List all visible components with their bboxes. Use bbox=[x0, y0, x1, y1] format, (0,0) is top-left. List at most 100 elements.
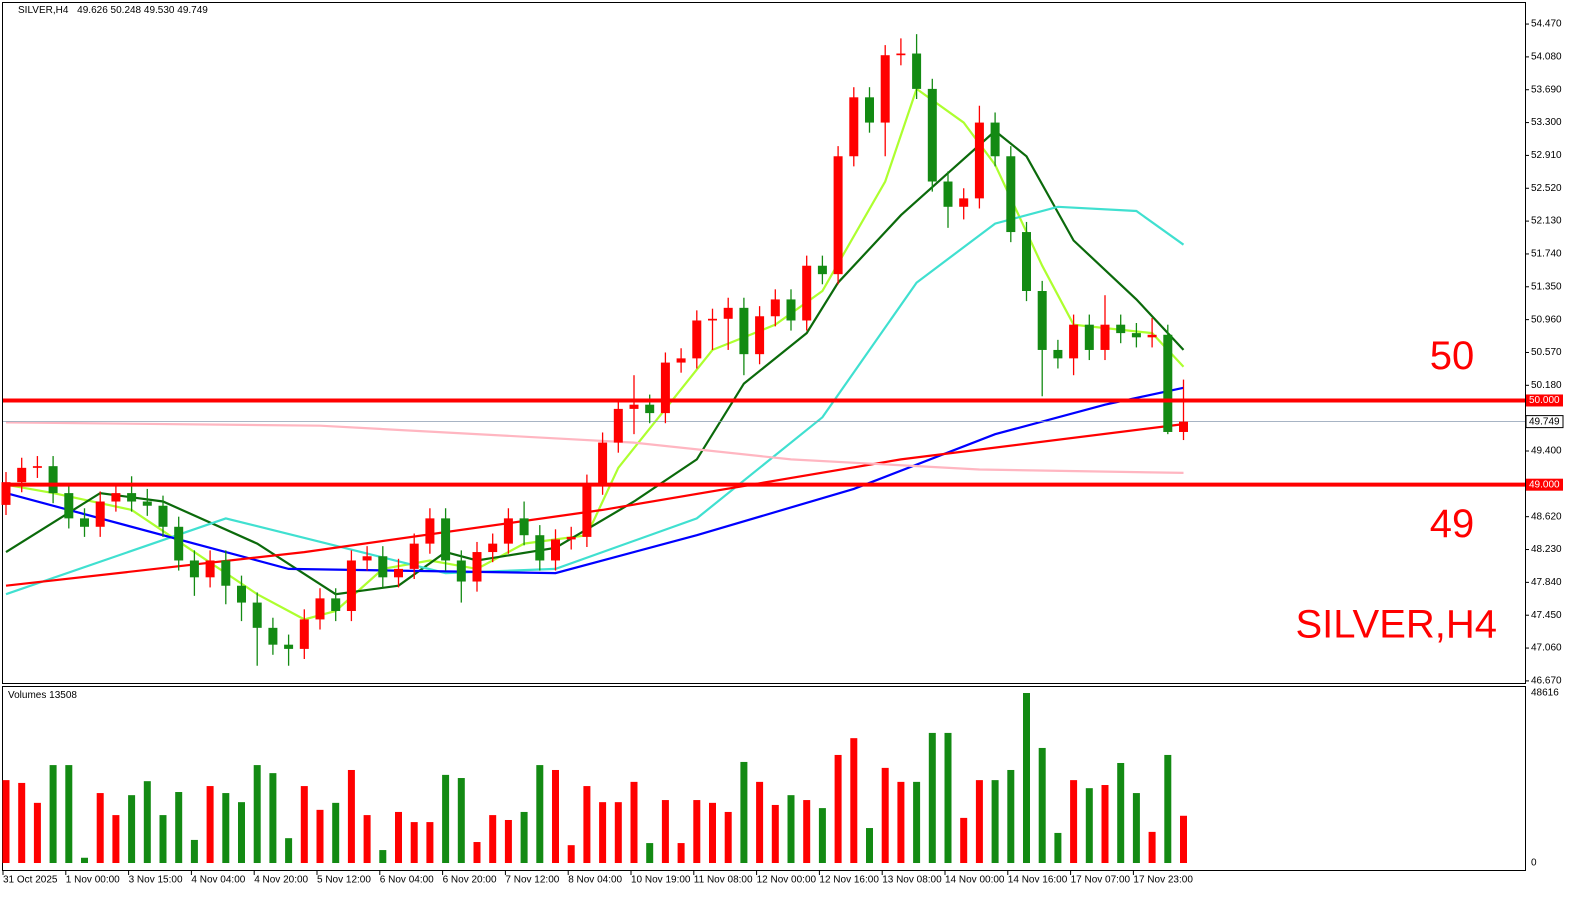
y-tick-label: 47.060 bbox=[1531, 643, 1562, 654]
volume-bar bbox=[614, 802, 622, 864]
x-tick-label: 5 Nov 12:00 bbox=[317, 875, 371, 886]
volume-bar bbox=[65, 765, 73, 864]
y-tick-label: 51.740 bbox=[1531, 249, 1562, 260]
volume-title: Volumes 13508 bbox=[8, 690, 77, 701]
candle-body bbox=[32, 466, 42, 468]
volume-bar bbox=[2, 780, 10, 864]
volume-bar bbox=[457, 778, 465, 864]
volume-bar bbox=[991, 780, 999, 864]
candle-body bbox=[425, 518, 435, 544]
candle-body bbox=[456, 560, 466, 582]
candle-body bbox=[943, 181, 953, 207]
candle-body bbox=[111, 493, 121, 502]
candle-body bbox=[535, 535, 545, 561]
volume-bar bbox=[1023, 692, 1030, 864]
volume-bar bbox=[661, 800, 669, 864]
candle-body bbox=[645, 404, 655, 414]
candle-body bbox=[268, 627, 278, 645]
volume-bar bbox=[316, 809, 324, 864]
x-tick-label: 6 Nov 04:00 bbox=[380, 875, 434, 886]
candle-body bbox=[676, 358, 686, 363]
candle-body bbox=[551, 539, 560, 561]
moving-average bbox=[5, 129, 1185, 596]
volume-panel bbox=[2, 686, 1526, 871]
volume-bar bbox=[960, 817, 968, 864]
volume-bar bbox=[897, 781, 905, 864]
volume-bar bbox=[1164, 754, 1172, 864]
candle-body bbox=[142, 501, 152, 506]
candle-body bbox=[17, 467, 27, 483]
volume-bar bbox=[159, 815, 167, 864]
candle-body bbox=[817, 265, 827, 275]
moving-average bbox=[5, 423, 1184, 587]
candle-body bbox=[488, 543, 498, 553]
x-tick-label: 4 Nov 20:00 bbox=[254, 875, 308, 886]
volume-bar bbox=[269, 773, 277, 864]
candle-body bbox=[786, 299, 796, 321]
candle-body bbox=[1, 482, 11, 505]
candle-body bbox=[503, 518, 513, 544]
candle-body bbox=[566, 536, 576, 540]
x-tick-label: 10 Nov 19:00 bbox=[631, 875, 691, 886]
x-tick-label: 6 Nov 20:00 bbox=[443, 875, 497, 886]
candle-body bbox=[723, 307, 733, 319]
y-tick-label: 52.910 bbox=[1531, 150, 1562, 161]
candle-body bbox=[1116, 324, 1126, 334]
volume-bar bbox=[1117, 762, 1125, 864]
candle-body bbox=[613, 408, 623, 443]
y-tick-label: 54.080 bbox=[1531, 52, 1562, 63]
y-tick-label: 50.570 bbox=[1531, 347, 1562, 358]
volume-bar bbox=[709, 802, 716, 864]
volume-bar bbox=[1180, 815, 1187, 864]
x-tick-label: 8 Nov 04:00 bbox=[568, 875, 622, 886]
candle-body bbox=[80, 518, 89, 527]
candle-body bbox=[174, 526, 184, 561]
y-tick-label: 53.690 bbox=[1531, 84, 1562, 95]
candle-body bbox=[95, 501, 105, 527]
volume-bar bbox=[410, 822, 418, 864]
volume-bar bbox=[677, 843, 685, 864]
volume-bar bbox=[332, 802, 340, 864]
y-tick-label: 0 bbox=[1531, 858, 1537, 869]
y-tick-label: 53.300 bbox=[1531, 117, 1562, 128]
moving-average bbox=[5, 386, 1184, 575]
volume-bar bbox=[913, 781, 921, 864]
volume-bar bbox=[520, 811, 528, 864]
candle-body bbox=[237, 585, 246, 603]
candle-body bbox=[1006, 156, 1016, 233]
volume-bar bbox=[693, 800, 701, 864]
moving-average bbox=[5, 205, 1185, 596]
volume-bar bbox=[975, 780, 983, 864]
level-tag bbox=[1526, 478, 1563, 491]
volume-bar bbox=[1132, 793, 1140, 864]
volume-bar bbox=[442, 774, 450, 864]
x-tick-label: 1 Nov 00:00 bbox=[66, 875, 120, 886]
candle-body bbox=[896, 53, 906, 56]
ohlc: 49.626 50.248 49.530 49.749 bbox=[77, 5, 208, 16]
volume-bar bbox=[426, 822, 434, 864]
candle-body bbox=[1022, 232, 1031, 291]
x-tick-label: 13 Nov 08:00 bbox=[882, 875, 942, 886]
volume-bar bbox=[771, 804, 779, 864]
candle-body bbox=[394, 568, 403, 578]
candle-body bbox=[990, 122, 1000, 157]
candle-body bbox=[598, 442, 608, 485]
volume-bar bbox=[238, 802, 245, 864]
y-tick-label: 52.520 bbox=[1531, 183, 1562, 194]
x-tick-label: 3 Nov 15:00 bbox=[129, 875, 183, 886]
volume-bar bbox=[756, 781, 764, 864]
candle-body bbox=[1084, 324, 1094, 350]
volume-bar bbox=[395, 811, 402, 864]
volume-bar bbox=[1070, 780, 1078, 864]
volume-bar bbox=[944, 732, 952, 864]
volume-bar bbox=[646, 843, 654, 864]
candle-body bbox=[409, 543, 419, 569]
x-tick-label: 31 Oct 2025 bbox=[3, 875, 58, 886]
volume-bar bbox=[175, 792, 183, 864]
volume-bar bbox=[583, 786, 591, 864]
volume-bar bbox=[928, 732, 936, 864]
x-tick-label: 7 Nov 12:00 bbox=[505, 875, 559, 886]
x-tick-label: 4 Nov 04:00 bbox=[191, 875, 245, 886]
candle-body bbox=[48, 466, 58, 494]
